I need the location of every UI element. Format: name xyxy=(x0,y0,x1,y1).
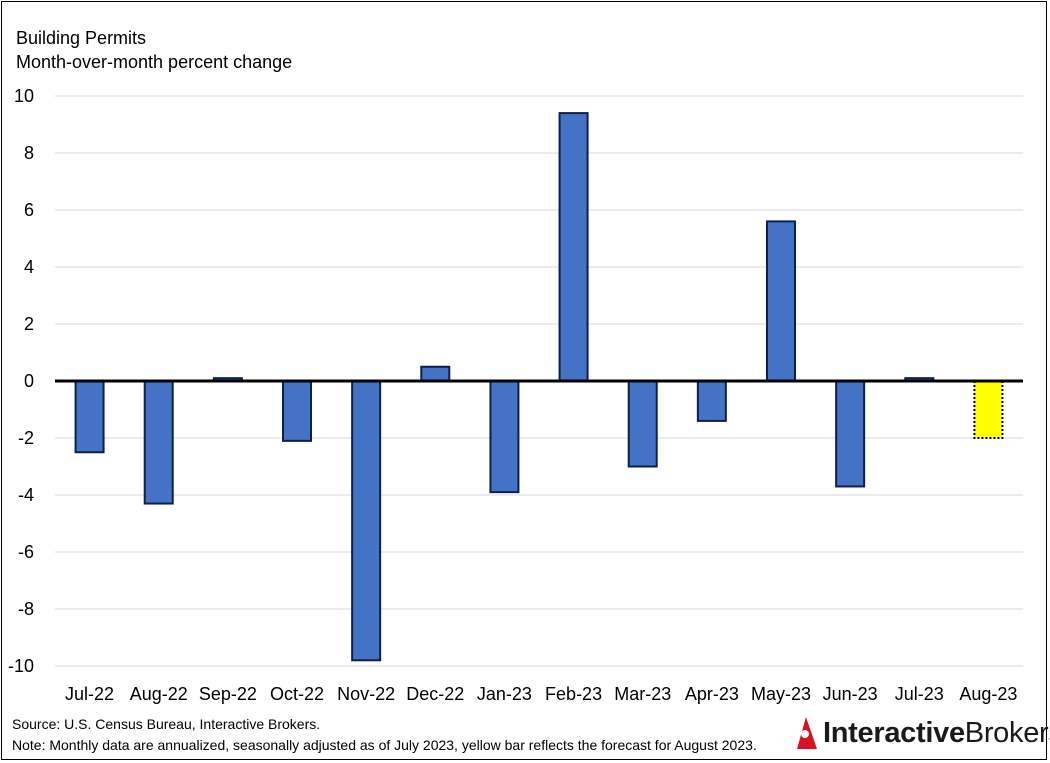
x-tick-label: Jun-23 xyxy=(823,684,878,704)
x-tick-label: May-23 xyxy=(751,684,811,704)
y-tick-label: 2 xyxy=(24,314,34,334)
y-tick-label: -10 xyxy=(8,656,34,676)
x-tick-label: Dec-22 xyxy=(406,684,464,704)
bar xyxy=(282,380,312,442)
x-tick-label: Aug-23 xyxy=(959,684,1017,704)
x-tick-label: Oct-22 xyxy=(270,684,324,704)
y-tick-label: 0 xyxy=(24,371,34,391)
brand-name-part2: Brokers xyxy=(964,717,1050,749)
bar xyxy=(558,112,589,382)
x-axis-ticks: Jul-22 Aug-22 Sep-22 Oct-22 Nov-22 Dec-22 Jan-… xyxy=(65,684,1017,704)
y-tick-label: -2 xyxy=(18,428,34,448)
bar xyxy=(351,380,382,662)
bars xyxy=(74,112,1004,662)
footnote: Note: Monthly data are annualized, seaso… xyxy=(12,737,757,753)
source-note: Source: U.S. Census Bureau, Interactive … xyxy=(12,716,321,732)
y-tick-label: -8 xyxy=(18,599,34,619)
x-tick-label: Jul-23 xyxy=(895,684,944,704)
brand-name-part1: Interactive xyxy=(823,717,965,749)
x-tick-label: Mar-23 xyxy=(614,684,671,704)
y-tick-label: 6 xyxy=(24,200,34,220)
chart-subtitle: Month-over-month percent change xyxy=(16,52,293,72)
y-axis-ticks: 10 8 6 4 2 0 -2 -4 -6 -8 -10 xyxy=(8,86,34,676)
bar xyxy=(74,380,105,454)
y-tick-label: 8 xyxy=(24,143,34,163)
x-tick-label: Jan-23 xyxy=(477,684,532,704)
bar xyxy=(696,380,727,422)
y-tick-label: 4 xyxy=(24,257,34,277)
forecast-bar xyxy=(973,380,1004,439)
interactive-brokers-logo-icon xyxy=(797,717,817,749)
x-tick-label: Sep-22 xyxy=(199,684,257,704)
y-tick-label: 10 xyxy=(14,86,34,106)
bar xyxy=(143,380,174,505)
x-tick-label: Jul-22 xyxy=(65,684,114,704)
x-tick-label: Feb-23 xyxy=(545,684,602,704)
chart-title: Building Permits xyxy=(16,28,147,48)
y-tick-label: -4 xyxy=(18,485,34,505)
bar xyxy=(489,380,520,494)
x-tick-label: Aug-22 xyxy=(130,684,188,704)
x-tick-label: Apr-23 xyxy=(685,684,739,704)
bar xyxy=(835,380,866,488)
x-tick-label: Nov-22 xyxy=(337,684,395,704)
bar-chart: 10 8 6 4 2 0 -2 -4 -6 -8 -10 Jul-22 Aug-22 Sep-22 Oct… xyxy=(8,86,1023,704)
y-tick-label: -6 xyxy=(18,542,34,562)
bar xyxy=(420,365,451,382)
bar xyxy=(627,380,658,468)
bar xyxy=(766,220,796,382)
